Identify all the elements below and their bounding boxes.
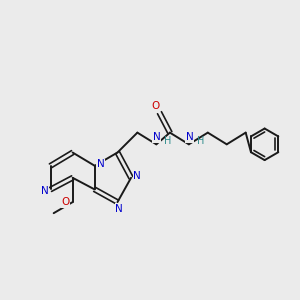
- Text: O: O: [61, 197, 70, 207]
- Text: N: N: [153, 132, 161, 142]
- Text: O: O: [152, 101, 160, 111]
- Text: H: H: [164, 136, 172, 146]
- Text: H: H: [197, 136, 204, 146]
- Text: N: N: [97, 159, 104, 169]
- Text: N: N: [41, 186, 49, 196]
- Text: N: N: [134, 171, 141, 181]
- Text: N: N: [115, 204, 123, 214]
- Text: N: N: [186, 132, 193, 142]
